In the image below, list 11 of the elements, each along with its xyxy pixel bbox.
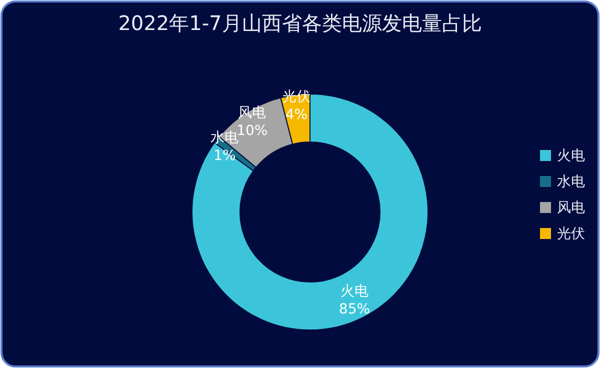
data-label: 1%	[214, 148, 236, 164]
slice-label: 水电	[210, 130, 239, 146]
legend-label: 火电	[557, 148, 585, 164]
legend-label: 风电	[557, 200, 585, 216]
legend-label: 光伏	[557, 226, 585, 242]
data-label: 10%	[236, 122, 268, 139]
legend-label: 水电	[557, 174, 585, 190]
data-label: 4%	[285, 106, 308, 123]
slice-label: 火电	[340, 283, 368, 300]
chart-title: 2022年1-7月山西省各类电源发电量占比	[118, 11, 482, 35]
data-label: 85%	[338, 301, 370, 318]
